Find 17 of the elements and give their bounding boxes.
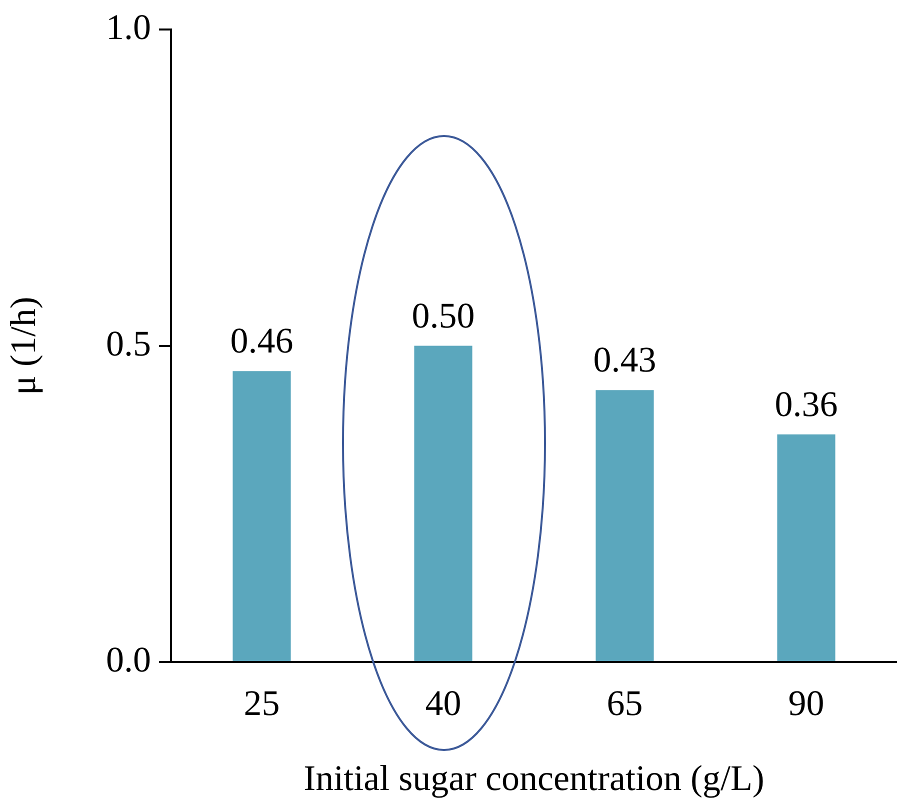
bar — [232, 371, 291, 661]
bar — [596, 390, 654, 661]
y-tick-label: 0.0 — [106, 639, 151, 680]
x-tick-label: 90 — [788, 683, 824, 724]
data-label: 0.46 — [230, 320, 294, 361]
x-axis-title: Initial sugar concentration (g/L) — [304, 758, 764, 798]
data-label: 0.50 — [412, 295, 475, 336]
x-tick-label: 65 — [606, 683, 643, 724]
y-axis-title: μ (1/h) — [3, 296, 44, 395]
x-tick-label: 40 — [425, 683, 462, 724]
y-tick-label: 1.0 — [106, 7, 151, 48]
bar — [777, 434, 836, 661]
x-tick-label: 25 — [244, 683, 280, 724]
data-label: 0.43 — [593, 340, 656, 380]
data-label: 0.36 — [774, 384, 838, 424]
y-tick-label: 0.5 — [106, 323, 151, 364]
bar — [414, 346, 472, 661]
